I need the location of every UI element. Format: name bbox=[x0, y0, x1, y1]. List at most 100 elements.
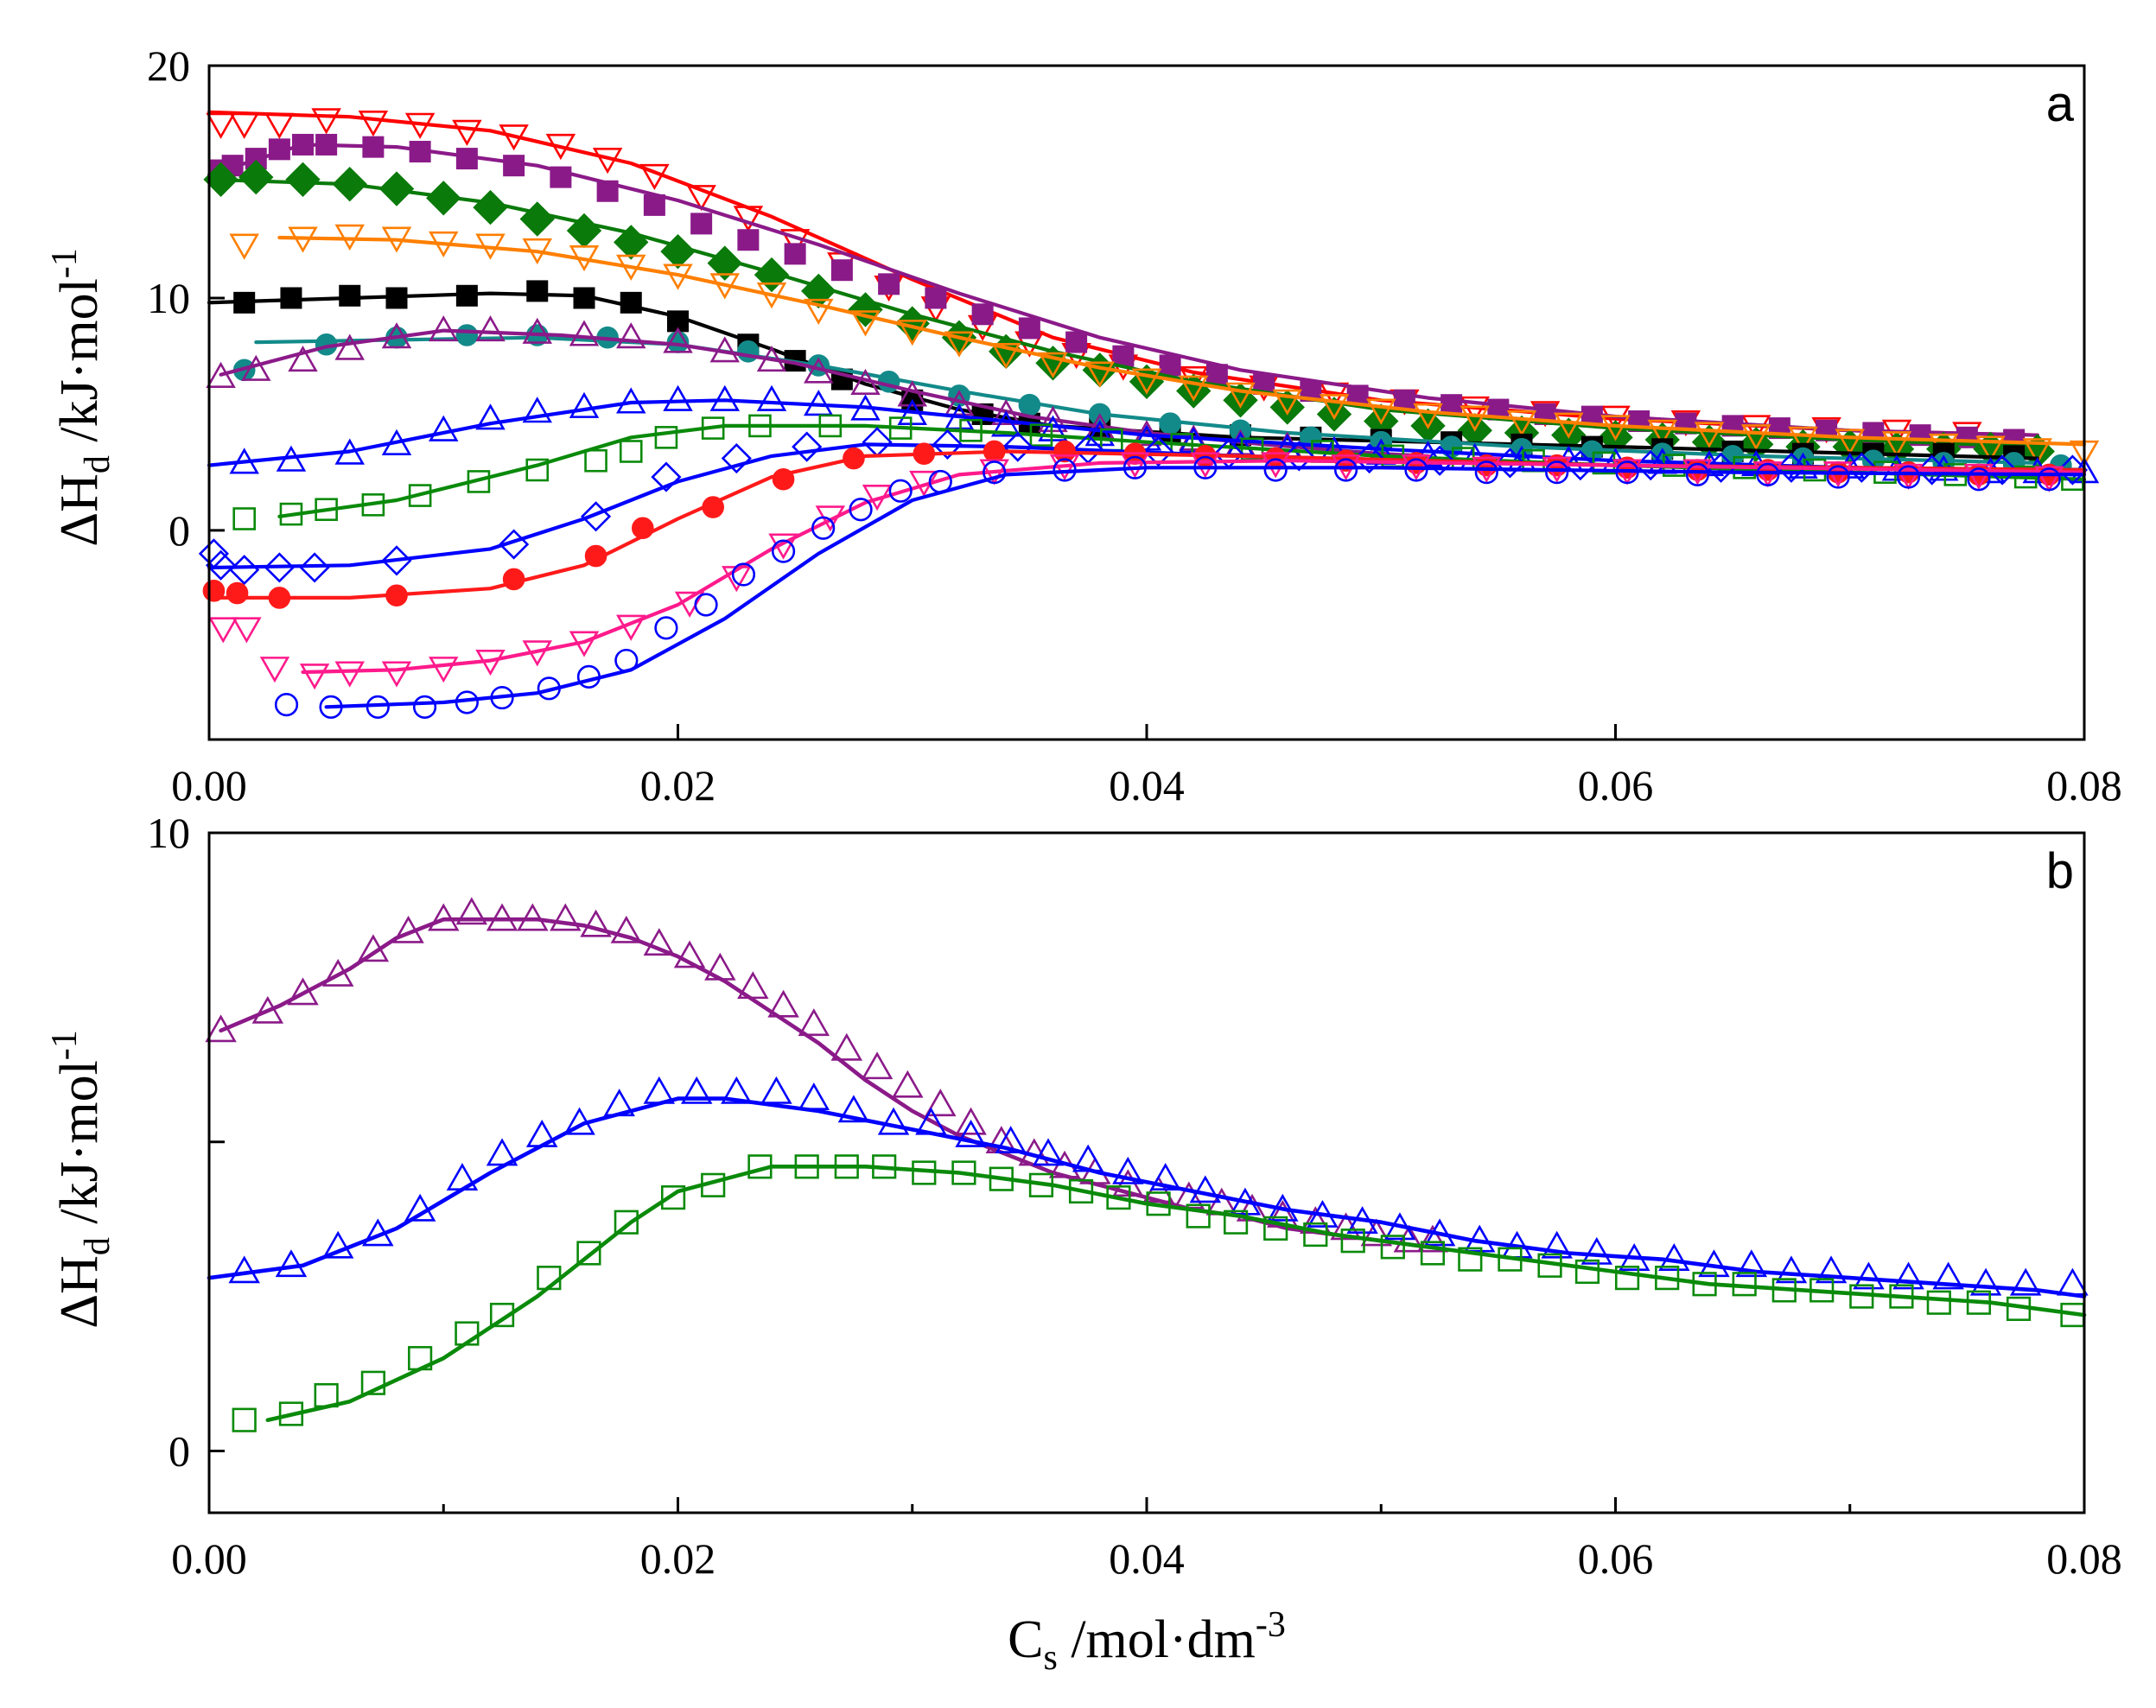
panel-a-label: a bbox=[2046, 76, 2075, 132]
panel-a-series-2-point-16 bbox=[784, 243, 806, 265]
panel-a-y-tick-label-1: 0 bbox=[169, 506, 190, 555]
panel-b-series-2-point-32 bbox=[1463, 1224, 1496, 1253]
panel-a-x-tick-label-5: 0.08 bbox=[2046, 761, 2122, 810]
panel-b-series-1-point-3 bbox=[287, 977, 319, 1006]
panel-b-series-1-point-1 bbox=[205, 1014, 237, 1043]
panel-a-series-2-point-8 bbox=[409, 141, 431, 163]
panel-a-series-13-point-33 bbox=[2037, 467, 2061, 492]
panel-a-series-8-point-12 bbox=[756, 384, 787, 411]
panel-b-series-2-point-11 bbox=[643, 1076, 676, 1104]
panel-b-series-3-point-20 bbox=[1028, 1172, 1054, 1197]
panel-a-series-7 bbox=[206, 315, 1443, 467]
panel-a-series-7-point-14 bbox=[804, 357, 834, 384]
panel-b-y-tick-label-1: 0 bbox=[169, 1426, 190, 1475]
panel-a-series-8-point-9 bbox=[616, 387, 646, 414]
panel-a-series-13-point-24 bbox=[1404, 458, 1428, 482]
panel-a-series-12-point-6 bbox=[381, 661, 412, 688]
panel-a-series-13-point-22 bbox=[1263, 458, 1288, 482]
panel-a-series-10-point-29 bbox=[2057, 454, 2089, 486]
panel-b-series-2-point-42 bbox=[1853, 1261, 1885, 1290]
panel-b-series-3-point-24 bbox=[1186, 1203, 1211, 1229]
panel-b-series-2-point-46 bbox=[2009, 1267, 2042, 1296]
panel-a-series-2-point-11 bbox=[550, 166, 572, 188]
panel-b-series-3-point-45 bbox=[2006, 1296, 2032, 1321]
x-title-sub: s bbox=[1043, 1638, 1057, 1678]
panel-b-series-2-point-35 bbox=[1580, 1236, 1613, 1265]
panel-a-series-11-point-9 bbox=[772, 467, 795, 491]
panel-b-series-1-point-2 bbox=[251, 995, 284, 1024]
panel-a: 0.00 0.02 0.04 0.06 0.08 0 10 20 a ΔHd /kJ·mol-… bbox=[45, 41, 2122, 810]
panel-a-y-title-sub: d bbox=[78, 455, 118, 473]
panel-b-series-3-point-22 bbox=[1106, 1185, 1131, 1210]
panel-b-series-1-point-10 bbox=[517, 903, 549, 931]
panel-a-series-7-point-4 bbox=[334, 333, 365, 360]
panel-a-plot-area bbox=[198, 108, 2100, 719]
panel-a-series-11-point-1 bbox=[202, 580, 226, 602]
panel-b-series-3-point-5 bbox=[408, 1346, 433, 1371]
panel-a-series-4-point-10 bbox=[663, 264, 693, 290]
panel-a-series-13 bbox=[274, 455, 2087, 719]
panel-a-series-10-point-3 bbox=[229, 555, 260, 586]
panel-a-series-1-point-14 bbox=[779, 229, 811, 256]
panel-a-series-10-point-23 bbox=[1635, 450, 1666, 481]
panel-a-series-8-point-5 bbox=[429, 415, 459, 441]
panel-a-series-8-point-1 bbox=[229, 448, 259, 474]
panel-a-series-10-point-26 bbox=[1846, 452, 1877, 483]
panel-a-series-1-point-1 bbox=[206, 112, 236, 139]
panel-b-series-2-point-21 bbox=[1032, 1138, 1065, 1166]
panel-a-series-5-point-2 bbox=[280, 287, 302, 309]
panel-a-series-8 bbox=[207, 384, 2100, 484]
panel-a-series-7-point-6 bbox=[429, 315, 459, 342]
panel-a-series-11-point-7 bbox=[632, 517, 654, 540]
panel-b-series-3-point-7 bbox=[489, 1302, 515, 1328]
panel-b-series-1-point-24 bbox=[955, 1107, 987, 1135]
panel-a-x-tick-label-3: 0.04 bbox=[1109, 761, 1185, 810]
panel-a-series-12-point-9 bbox=[522, 640, 552, 667]
panel-a-series-7-point-9 bbox=[569, 320, 600, 346]
panel-b-series-1-point-8 bbox=[455, 897, 488, 925]
panel-a-series-11-point-12 bbox=[983, 440, 1006, 463]
panel-a-series-8-point-13 bbox=[804, 390, 834, 416]
panel-a-series-4-point-24 bbox=[1319, 394, 1350, 421]
panel-a-series-5-point-6 bbox=[526, 280, 549, 302]
panel-a-series-4-point-28 bbox=[1506, 410, 1537, 437]
panel-b-series-1-point-17 bbox=[737, 971, 769, 1000]
panel-a-series-9-point-12 bbox=[748, 414, 772, 438]
panel-a-series-13-point-27 bbox=[1615, 460, 1639, 485]
panel-a-series-6-point-4 bbox=[455, 324, 479, 346]
panel-a-series-12-point-3 bbox=[259, 657, 290, 683]
panel-a-series-10-point-9 bbox=[651, 461, 682, 492]
panel-b-x-tick-label-4: 0.06 bbox=[1578, 1534, 1654, 1583]
panel-b-series-2-point-39 bbox=[1735, 1249, 1768, 1278]
panel-a-series-13-point-1 bbox=[274, 693, 299, 717]
panel-b-series-3-point-38 bbox=[1732, 1272, 1757, 1297]
panel-b-series-1-point-23 bbox=[925, 1089, 957, 1117]
panel-b-series-2-point-18 bbox=[915, 1107, 947, 1135]
panel-b-series-2-point-2 bbox=[275, 1249, 308, 1278]
panel-b-series-3-point-1 bbox=[232, 1407, 257, 1432]
panel-b-series-3-point-21 bbox=[1068, 1178, 1094, 1204]
panel-b-series-3-point-27 bbox=[1303, 1222, 1328, 1248]
panel-a-series-12-point-18 bbox=[979, 459, 1009, 486]
panel-b-series-3-point-10 bbox=[614, 1210, 639, 1235]
panel-a-series-12-point-1 bbox=[208, 617, 238, 644]
panel-a-series-2-point-18 bbox=[878, 273, 900, 295]
panel-b-label: b bbox=[2046, 843, 2074, 899]
panel-b-series-1-point-7 bbox=[428, 903, 460, 931]
panel-a-series-4-point-31 bbox=[1647, 419, 1677, 446]
panel-a-series-1-point-10 bbox=[592, 148, 623, 175]
panel-a-series-12-point-22 bbox=[1260, 452, 1291, 479]
panel-a-series-13-point-10 bbox=[654, 616, 678, 640]
panel-b-series-1-point-34 bbox=[1267, 1199, 1299, 1228]
panel-a-series-1-point-2 bbox=[229, 112, 259, 139]
panel-a-series-9-point-2 bbox=[279, 502, 303, 526]
panel-b-y-title-unit: /kJ·mol bbox=[50, 1060, 109, 1237]
panel-a-series-13-point-16 bbox=[888, 479, 913, 503]
panel-a-series-4-point-12 bbox=[756, 283, 787, 309]
panel-a-series-13-point-23 bbox=[1333, 458, 1358, 482]
panel-a-series-9-point-5 bbox=[408, 484, 432, 507]
panel-a-series-5-point-7 bbox=[573, 287, 595, 309]
panel-b-series-1-point-4 bbox=[321, 958, 354, 987]
panel-a-series-9-point-13 bbox=[818, 414, 843, 438]
